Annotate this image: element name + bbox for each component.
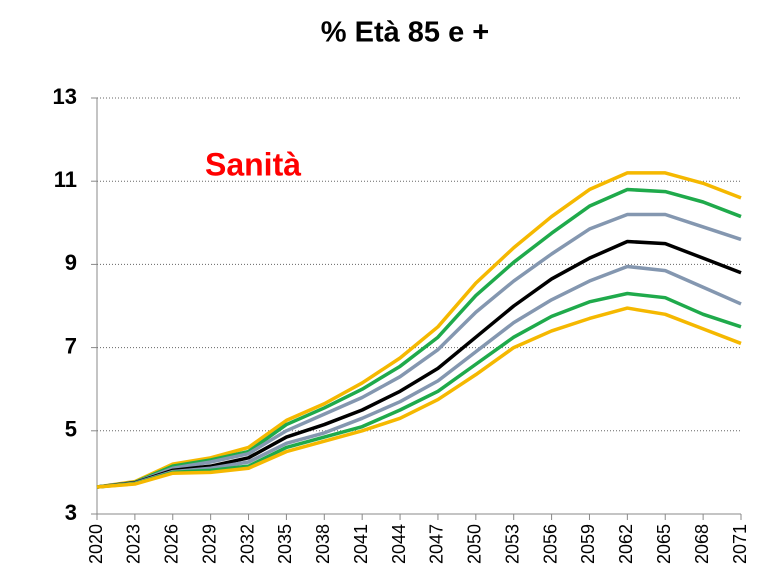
y-tick-label: 9 [65, 250, 77, 275]
x-tick-label: 2020 [86, 524, 106, 564]
x-tick-label: 2038 [313, 524, 333, 564]
x-tick-label: 2071 [730, 524, 750, 564]
series-line [96, 306, 742, 489]
x-tick-label: 2035 [275, 524, 295, 564]
series-line [96, 291, 742, 489]
y-tick-label: 13 [53, 84, 77, 109]
series-line [96, 239, 742, 489]
x-tick-label: 2059 [578, 524, 598, 564]
x-tick-label: 2050 [465, 524, 485, 564]
x-tick-label: 2053 [502, 524, 522, 564]
x-tick-label: 2041 [351, 524, 371, 564]
x-tick-label: 2062 [616, 524, 636, 564]
x-tick-label: 2023 [124, 524, 144, 564]
x-tick-label: 2056 [540, 524, 560, 564]
x-tick-label: 2065 [654, 524, 674, 564]
series-line [96, 212, 742, 489]
y-tick-label: 7 [65, 333, 77, 358]
y-tick-label: 11 [54, 167, 77, 192]
series-line [96, 264, 742, 489]
x-tick-label: 2026 [162, 524, 182, 564]
series-line [96, 171, 742, 489]
x-tick-label: 2044 [389, 524, 409, 564]
x-tick-label: 2047 [427, 524, 447, 564]
x-tick-label: 2032 [237, 524, 257, 564]
x-tick-label: 2068 [692, 524, 712, 564]
y-tick-label: 5 [65, 417, 77, 442]
x-tick-label: 2029 [199, 524, 219, 564]
y-tick-label: 3 [65, 500, 77, 525]
series-line [96, 187, 742, 489]
chart-title: % Età 85 e + [321, 17, 489, 49]
annotation: Sanità [205, 146, 301, 182]
